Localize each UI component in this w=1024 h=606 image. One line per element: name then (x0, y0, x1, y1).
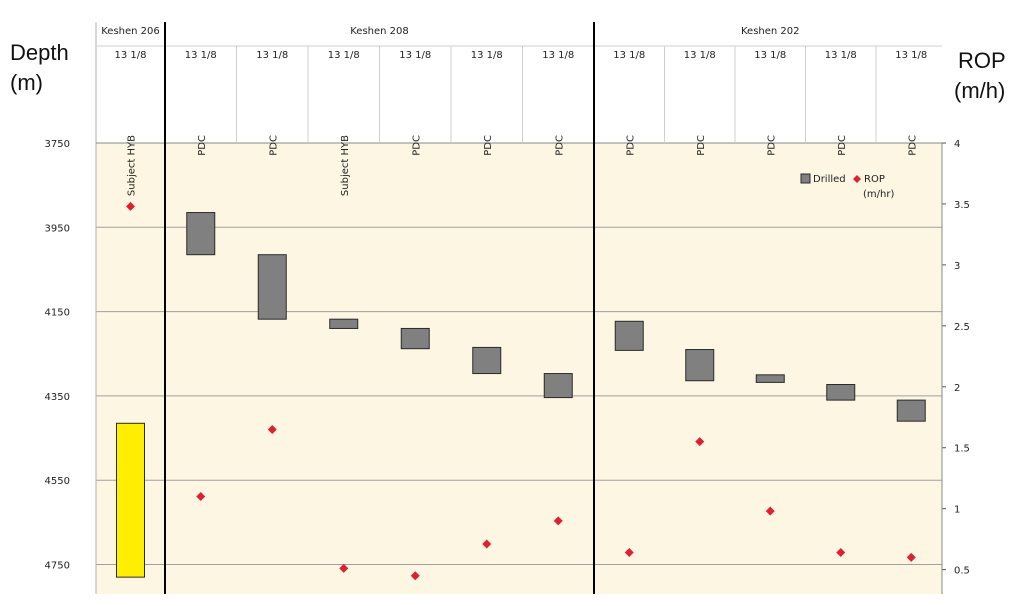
column-size-7: 13 1/8 (613, 50, 645, 61)
right-tick-label-1: 3.5 (954, 200, 970, 211)
column-size-0: 13 1/8 (115, 50, 147, 61)
group-label-1: Keshen 208 (350, 26, 409, 37)
legend-rop-label: ROP (864, 174, 885, 185)
column-bit-type-2: PDC (268, 135, 279, 156)
right-axis-title-line1: ROP (958, 48, 1006, 73)
column-size-6: 13 1/8 (542, 50, 574, 61)
right-tick-label-7: 0.5 (954, 566, 970, 577)
left-axis-title-line2: (m) (10, 70, 43, 95)
rop-marker-3 (339, 563, 349, 573)
right-tick-label-4: 2 (954, 383, 960, 394)
left-tick-label-4550: 4550 (45, 476, 70, 487)
column-size-4: 13 1/8 (399, 50, 431, 61)
column-bit-type-11: PDC (907, 135, 918, 156)
column-size-5: 13 1/8 (471, 50, 503, 61)
column-bit-type-3: Subject HYB (340, 135, 351, 196)
column-size-9: 13 1/8 (754, 50, 786, 61)
column-bit-type-0: Subject HYB (127, 135, 138, 196)
left-tick-label-4150: 4150 (45, 308, 70, 319)
drilled-bar-8 (685, 349, 715, 382)
drilled-bar-9 (755, 374, 785, 383)
right-tick-label-2: 3 (954, 261, 960, 272)
left-tick-label-4750: 4750 (45, 560, 70, 571)
plot-area (96, 143, 942, 594)
left-axis-title-line1: Depth (10, 40, 69, 65)
right-tick-label-5: 1.5 (954, 444, 970, 455)
column-bit-type-4: PDC (411, 135, 422, 156)
column-bit-type-5: PDC (483, 135, 494, 156)
column-size-11: 13 1/8 (895, 50, 927, 61)
column-bit-type-8: PDC (696, 135, 707, 156)
right-tick-label-6: 1 (954, 505, 960, 516)
group-label-0: Keshen 206 (101, 26, 160, 37)
rop-marker-8 (695, 437, 705, 447)
drilled-bar-6 (543, 373, 573, 399)
left-axis-title: Depth (m) (10, 38, 69, 98)
rop-marker-0 (126, 201, 135, 211)
left-tick-label-3950: 3950 (45, 223, 70, 234)
column-bit-type-1: PDC (197, 135, 208, 156)
legend-drilled-label: Drilled (813, 174, 846, 185)
legend-rop-marker (853, 175, 861, 183)
drilled-bar-10 (826, 384, 856, 401)
legend-rop-unit: (m/hr) (863, 189, 894, 200)
rop-marker-6 (553, 516, 563, 526)
right-tick-label-0: 4 (954, 139, 960, 150)
rop-marker-9 (765, 506, 775, 516)
drilled-bar-5 (472, 346, 502, 375)
column-bit-type-7: PDC (625, 135, 636, 156)
left-tick-label-4350: 4350 (45, 392, 70, 403)
column-size-10: 13 1/8 (825, 50, 857, 61)
column-bit-type-10: PDC (837, 135, 848, 156)
right-axis-title-line2: (m/h) (954, 78, 1006, 103)
rop-marker-5 (482, 539, 492, 549)
rop-marker-1 (196, 491, 206, 501)
drilled-bar-3 (329, 318, 359, 329)
drilled-bar-7 (614, 320, 644, 351)
group-label-2: Keshen 202 (741, 26, 800, 37)
column-bit-type-9: PDC (766, 135, 777, 156)
column-size-2: 13 1/8 (256, 50, 288, 61)
right-axis-title: ROP (m/h) (954, 46, 1006, 106)
rop-marker-4 (410, 571, 420, 581)
column-size-8: 13 1/8 (684, 50, 716, 61)
rop-marker-2 (267, 424, 277, 434)
column-bit-type-6: PDC (554, 135, 565, 156)
column-size-1: 13 1/8 (185, 50, 217, 61)
drilled-bar-1 (186, 212, 216, 256)
drilled-bar-2 (257, 254, 287, 320)
rop-marker-10 (836, 548, 846, 558)
drilled-bar-0 (116, 422, 145, 578)
rop-marker-11 (906, 552, 916, 562)
rop-marker-7 (624, 548, 634, 558)
left-tick-label-3750: 3750 (45, 139, 70, 150)
column-size-3: 13 1/8 (328, 50, 360, 61)
drilled-bar-11 (896, 399, 926, 422)
right-tick-label-3: 2.5 (954, 322, 970, 333)
legend-drilled-swatch (800, 173, 811, 184)
drilled-bar-4 (400, 327, 430, 350)
